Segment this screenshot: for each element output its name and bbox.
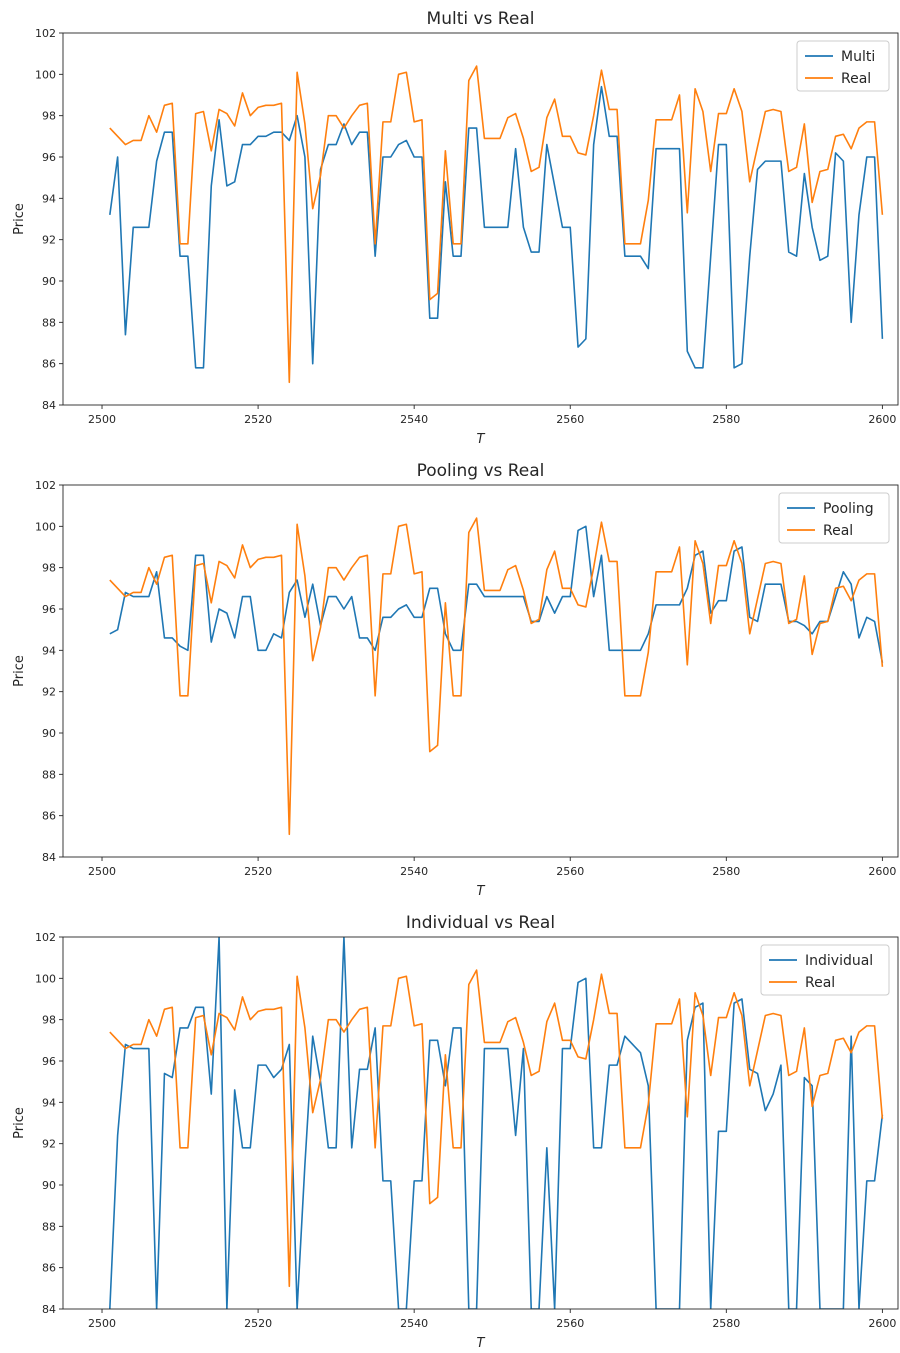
axes-frame	[62, 484, 899, 858]
plot-area	[109, 517, 884, 836]
y-tick-label: 88	[42, 1220, 56, 1233]
x-tick-label: 2560	[556, 413, 584, 426]
y-tick-label: 100	[35, 520, 56, 533]
x-tick-label: 2500	[88, 1317, 116, 1330]
y-tick-label: 88	[42, 316, 56, 329]
axes-frame	[62, 936, 899, 1310]
x-tick-label: 2500	[88, 865, 116, 878]
y-tick-label: 96	[42, 151, 56, 164]
chart-panel-individual: Individual vs Real Price T 2500 2520 2540 2…	[12, 913, 899, 1351]
y-tick-label: 98	[42, 562, 56, 575]
y-tick-label: 90	[42, 275, 56, 288]
x-tick-label: 2580	[712, 1317, 740, 1330]
legend-label-multi: Multi	[841, 49, 875, 65]
x-tick-label: 2540	[400, 413, 428, 426]
y-tick-label: 94	[42, 1096, 56, 1109]
y-tick-label: 102	[35, 479, 56, 492]
y-tick-label: 90	[42, 1179, 56, 1192]
x-axis-title: T	[477, 884, 486, 899]
y-axis-title: Price	[12, 1107, 27, 1139]
y-tick-label: 102	[35, 27, 56, 40]
x-tick-label: 2520	[244, 865, 272, 878]
x-tick-label: 2540	[400, 865, 428, 878]
chart-title: Individual vs Real	[406, 913, 555, 933]
y-tick-label: 100	[35, 68, 56, 81]
plot-area	[109, 65, 884, 384]
x-tick-label: 2560	[556, 865, 584, 878]
series-line-multi	[109, 85, 884, 369]
y-tick-label: 94	[42, 644, 56, 657]
x-tick-label: 2580	[712, 413, 740, 426]
series-line-pooling	[109, 525, 884, 663]
legend-label-real: Real	[805, 975, 835, 991]
chart-title: Pooling vs Real	[417, 461, 545, 481]
y-tick-label: 86	[42, 358, 56, 371]
x-tick-label: 2520	[244, 413, 272, 426]
x-tick-label: 2600	[868, 1317, 896, 1330]
legend-label-real: Real	[841, 71, 871, 87]
axes-frame	[62, 32, 899, 406]
x-tick-label: 2500	[88, 413, 116, 426]
y-tick-label: 102	[35, 931, 56, 944]
chart-panel-pooling: Pooling vs Real Price T 2500 2520 2540 2560…	[12, 461, 899, 899]
chart-title: Multi vs Real	[427, 9, 535, 29]
x-tick-label: 2600	[868, 413, 896, 426]
y-tick-label: 94	[42, 192, 56, 205]
y-tick-label: 84	[42, 851, 56, 864]
y-tick-label: 88	[42, 768, 56, 781]
legend-label-real: Real	[823, 523, 853, 539]
y-axis-title: Price	[12, 655, 27, 687]
y-tick-label: 98	[42, 1014, 56, 1027]
x-tick-label: 2540	[400, 1317, 428, 1330]
x-axis-title: T	[477, 1336, 486, 1351]
x-tick-label: 2520	[244, 1317, 272, 1330]
y-tick-label: 92	[42, 1138, 56, 1151]
y-axis-title: Price	[12, 203, 27, 235]
y-tick-label: 98	[42, 110, 56, 123]
x-axis-title: T	[477, 432, 486, 447]
chart-panel-multi: Multi vs Real Price T 2500 2520 2540 2560 25…	[12, 9, 899, 447]
series-line-real	[109, 517, 884, 836]
legend-label-individual: Individual	[805, 953, 873, 969]
y-tick-label: 100	[35, 972, 56, 985]
x-tick-label: 2560	[556, 1317, 584, 1330]
series-line-real	[109, 969, 884, 1288]
y-tick-label: 84	[42, 1303, 56, 1316]
y-tick-label: 96	[42, 603, 56, 616]
y-tick-label: 92	[42, 686, 56, 699]
x-tick-label: 2580	[712, 865, 740, 878]
y-tick-label: 90	[42, 727, 56, 740]
x-tick-label: 2600	[868, 865, 896, 878]
y-tick-label: 86	[42, 1262, 56, 1275]
y-tick-label: 96	[42, 1055, 56, 1068]
series-line-real	[109, 65, 884, 384]
legend-label-pooling: Pooling	[823, 501, 874, 517]
y-tick-label: 84	[42, 399, 56, 412]
y-tick-label: 92	[42, 234, 56, 247]
y-tick-label: 86	[42, 810, 56, 823]
plot-area	[109, 937, 884, 1309]
